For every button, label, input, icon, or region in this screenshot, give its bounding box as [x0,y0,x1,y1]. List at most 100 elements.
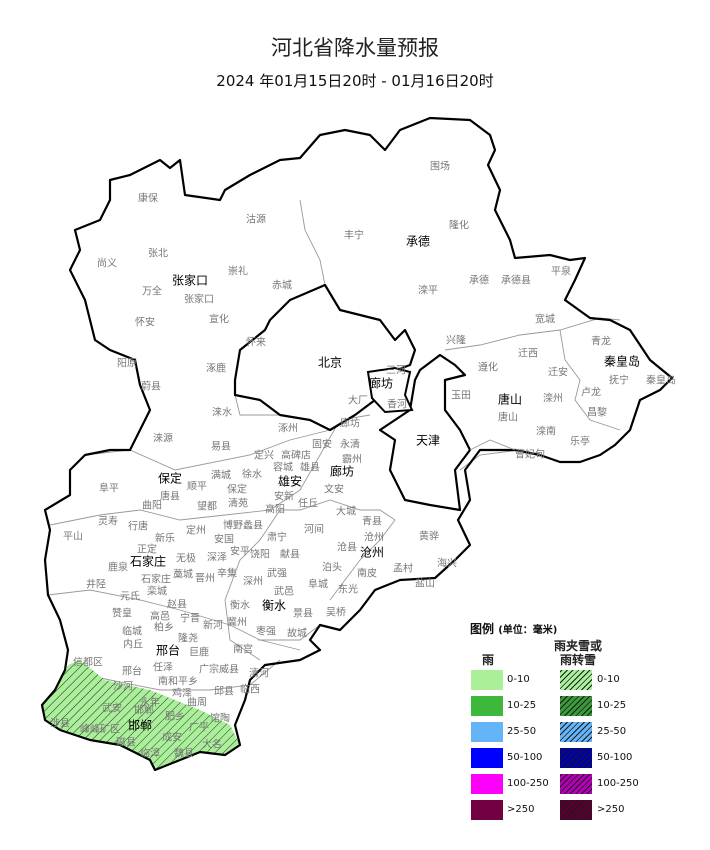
legend-label-rain-1: 10-25 [507,700,537,711]
county-label: 无极 [176,553,196,565]
county-label: 大城 [336,506,356,518]
county-label: 武邑 [274,586,294,598]
county-label: 赤城 [272,280,292,292]
city-label: 石家庄 [129,554,167,569]
county-label: 广平 [189,722,209,734]
tianjin-boundary [378,353,472,512]
legend-label-sleet-3: 50-100 [597,752,633,763]
legend-label-rain-5: >250 [507,804,535,815]
county-label: 鸡泽 [172,688,192,700]
county-label: 武安 [102,703,122,715]
county-label: 昌黎 [587,407,607,419]
city-label: 衡水 [261,598,287,613]
city-label: 雄安 [277,474,303,489]
legend-swatch-sleet-5 [560,800,592,820]
county-label: 易县 [211,441,231,453]
county-label: 安新 [274,491,294,503]
county-label: 万全 [142,286,162,298]
county-label: 河间 [304,524,324,536]
legend-unit: (单位：毫米) [498,625,558,636]
county-label: 秦皇岛 [646,375,676,387]
county-label: 邯郸 [134,705,154,717]
county-label: 玉田 [451,390,471,402]
county-label: 冀州 [227,617,247,629]
legend-swatch-sleet-2 [560,722,592,742]
county-label: 衡水 [230,600,250,612]
legend-label-sleet-5: >250 [597,804,625,815]
legend-swatch-sleet-4 [560,774,592,794]
map-title: 河北省降水量预报 [271,36,439,60]
legend-label-rain-0: 0-10 [507,674,530,685]
county-label: 丰宁 [344,230,364,242]
legend-swatch-rain-4 [471,774,503,794]
langfang-north-enclave [366,366,414,414]
precip-area-handan-sleet-0-10 [42,660,240,770]
county-label: 滦南 [536,426,556,438]
beijing-boundary [233,283,417,432]
county-label: 大厂 [348,395,368,407]
county-label: 故城 [287,628,307,640]
county-label: 唐县 [160,491,180,503]
legend-swatch-rain-0 [471,670,503,690]
county-label: 怀安 [135,317,155,329]
city-label: 天津 [415,433,441,448]
county-boundaries [47,199,621,691]
legend-label-rain-2: 25-50 [507,726,537,737]
county-label: 沧州 [364,532,384,544]
county-label: 临漳 [140,748,160,760]
county-label: 临城 [122,626,142,638]
legend-swatch-rain-3 [471,748,503,768]
county-label: 高阳 [265,504,285,516]
county-label: 承德 [469,275,489,287]
county-label: 迁西 [518,348,538,360]
legend-swatch-sleet-1 [560,696,592,716]
county-label: 信都区 [73,657,103,669]
legend-sleet-header: 雨夹雪或 雨转雪 [545,639,611,667]
county-label: 怀来 [246,337,266,349]
city-label: 秦皇岛 [603,354,641,369]
county-label: 清苑 [228,498,248,510]
county-label: 张北 [148,248,168,260]
county-label: 唐山 [498,412,518,424]
county-label: 正定 [137,544,157,556]
county-label: 景县 [293,608,313,620]
county-label: 乐亭 [570,436,590,448]
county-label: 辛集 [217,568,237,580]
city-label: 北京 [317,355,343,370]
county-label: 磁县 [116,737,136,749]
county-label: 兴隆 [446,335,466,347]
county-label: 临西 [240,684,260,696]
county-label: 曲周 [187,697,207,709]
legend-label-sleet-2: 25-50 [597,726,627,737]
county-label: 张家口 [184,294,214,306]
county-label: 蔚县 [141,381,161,393]
county-label: 定州 [186,525,206,537]
county-label: 迁安 [548,367,568,379]
county-label: 固安 [312,439,332,451]
county-label: 石家庄 [141,574,171,586]
county-label: 魏县 [174,748,194,760]
city-label: 保定 [157,471,183,486]
county-label: 宣化 [209,314,229,326]
legend-swatch-rain-5 [471,800,503,820]
county-label: 东光 [338,584,358,596]
city-label: 廊坊 [368,376,394,391]
legend-label-sleet-1: 10-25 [597,700,627,711]
legend-label-rain-4: 100-250 [507,778,549,789]
county-label: 抚宁 [609,375,629,387]
county-label: 高邑 [150,611,170,623]
county-label: 青龙 [591,336,611,348]
legend-rain-header: 雨 [481,653,494,667]
county-label: 邱县 [214,686,234,698]
legend-title-text: 图例 [470,622,495,636]
city-label: 唐山 [497,392,523,407]
county-label: 宽城 [535,314,555,326]
county-label: 文安 [324,484,344,496]
county-label: 永清 [340,439,360,451]
county-label: 吴桥 [326,607,346,619]
county-label: 博野蠡县 [223,520,263,532]
county-label: 孟村 [393,563,413,575]
county-label: 邢台 [122,666,142,678]
county-label: 香河 [387,399,407,411]
tianjin-coast [469,439,516,451]
